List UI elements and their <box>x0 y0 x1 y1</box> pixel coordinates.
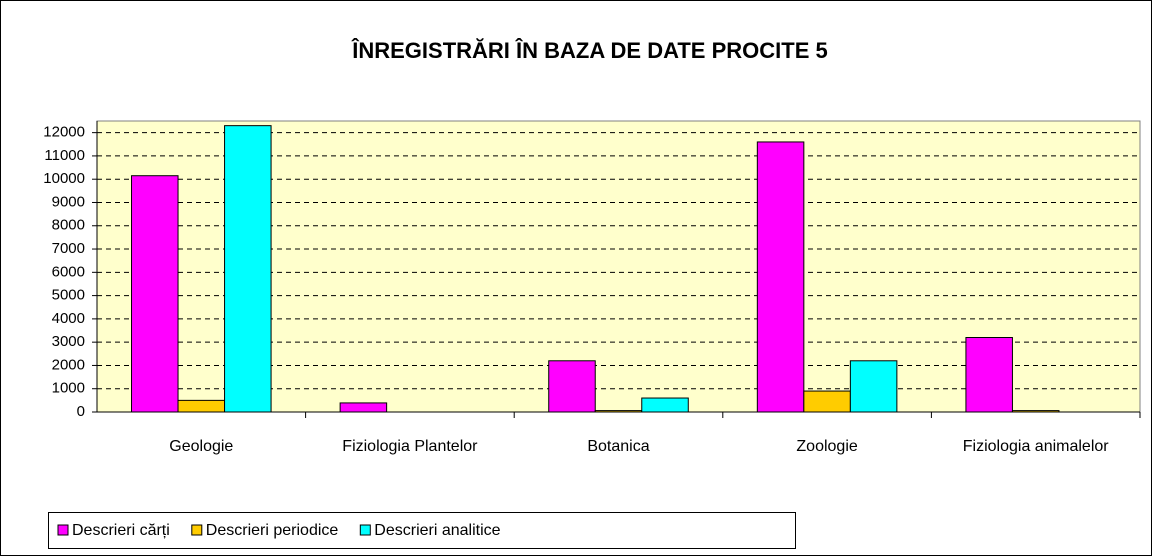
bar <box>548 360 596 413</box>
y-tick-label: 0 <box>77 403 85 420</box>
chart-title: ÎNREGISTRĂRI ÎN BAZA DE DATE PROCITE 5 <box>351 38 827 63</box>
x-tick-label: Geologie <box>169 438 233 455</box>
bar <box>756 141 805 413</box>
y-tick-label: 6000 <box>52 263 85 280</box>
bar <box>177 399 226 413</box>
y-tick-label: 3000 <box>52 333 85 350</box>
bar <box>803 390 851 413</box>
y-tick-label: 4000 <box>52 310 85 327</box>
y-tick-label: 10000 <box>43 170 85 187</box>
y-tick-label: 12000 <box>43 124 85 141</box>
y-tick-label: 2000 <box>52 356 85 373</box>
legend-box <box>48 512 796 549</box>
y-tick-label: 8000 <box>52 217 85 234</box>
x-tick-label: Fiziologia Plantelor <box>342 438 478 455</box>
y-tick-label: 5000 <box>52 287 85 304</box>
legend-label: Descrieri periodice <box>206 522 339 539</box>
bar <box>594 410 643 413</box>
legend-swatch <box>57 524 69 536</box>
bar <box>131 175 179 413</box>
y-tick-label: 11000 <box>44 147 85 164</box>
legend-label: Descrieri cărți <box>72 522 170 539</box>
y-tick-label: 1000 <box>52 380 85 397</box>
y-tick-label: 7000 <box>52 240 85 257</box>
x-tick-label: Fiziologia animalelor <box>963 438 1110 455</box>
bar <box>641 397 689 413</box>
bar <box>339 402 388 413</box>
x-tick-label: Botanica <box>587 438 649 455</box>
bar <box>1011 410 1060 413</box>
legend-swatch <box>191 524 203 536</box>
legend-label: Descrieri analitice <box>374 522 500 539</box>
bar <box>965 337 1013 413</box>
bar <box>849 360 898 413</box>
bar <box>224 125 272 413</box>
x-tick-label: Zoologie <box>796 438 857 455</box>
legend-swatch <box>359 524 371 536</box>
y-tick-label: 9000 <box>52 193 85 210</box>
